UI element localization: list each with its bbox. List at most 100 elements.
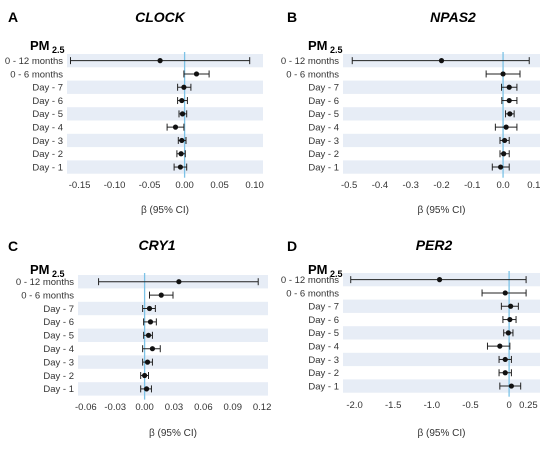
point-estimate	[143, 386, 150, 392]
point-estimate	[502, 290, 508, 296]
row-label: 0 - 12 months	[281, 275, 339, 286]
row-label: Day - 7	[32, 83, 63, 94]
x-tick-label: -0.4	[372, 180, 388, 191]
x-tick-label: -0.15	[69, 180, 91, 191]
point-estimate	[146, 305, 153, 312]
row-label: Day - 1	[308, 381, 339, 392]
row-band	[343, 160, 540, 174]
row-label: Day - 4	[43, 344, 74, 355]
pm25-label: PM	[308, 262, 328, 277]
row-label: Day - 1	[308, 162, 339, 173]
point-estimate	[507, 111, 513, 117]
row-label: 0 - 6 months	[286, 69, 339, 80]
row-label: Day - 6	[43, 317, 74, 328]
x-tick-label: 0.09	[223, 402, 242, 413]
pm25-label: PM	[30, 262, 50, 277]
row-label: Day - 5	[308, 328, 339, 339]
point-estimate	[145, 332, 152, 338]
point-estimate	[507, 316, 513, 323]
x-tick-label: 0	[506, 400, 511, 411]
x-tick-label: -1.0	[424, 400, 440, 411]
x-axis-label: β (95% CI)	[141, 205, 189, 216]
point-estimate	[497, 343, 503, 349]
point-estimate	[508, 383, 515, 389]
row-label: 0 - 6 months	[21, 290, 74, 301]
x-tick-label: -1.5	[385, 400, 401, 411]
panel-title: CRY1	[138, 237, 175, 253]
row-band	[78, 301, 268, 316]
x-tick-label: -0.03	[104, 402, 126, 413]
row-label: Day - 2	[32, 149, 63, 160]
row-label: Day - 5	[32, 109, 63, 120]
row-label: Day - 3	[43, 357, 74, 368]
x-tick-label: -2.0	[346, 400, 362, 411]
point-estimate	[172, 124, 179, 130]
row-band	[67, 160, 263, 174]
row-label: Day - 1	[43, 384, 74, 395]
x-tick-label: 0.25	[519, 400, 538, 411]
x-axis-label: β (95% CI)	[418, 428, 466, 439]
row-label: Day - 5	[43, 331, 74, 342]
row-label: 0 - 6 months	[10, 69, 63, 80]
row-label: 0 - 12 months	[16, 277, 74, 288]
x-tick-label: 0.1	[527, 180, 540, 191]
row-band	[343, 133, 540, 148]
point-estimate	[506, 84, 512, 90]
x-tick-label: 0.12	[253, 402, 272, 413]
pm25-subscript: 2.5	[52, 269, 65, 279]
x-axis-label: β (95% CI)	[149, 428, 197, 439]
row-band	[67, 133, 263, 148]
row-label: Day - 2	[308, 149, 339, 160]
pm25-label: PM	[308, 38, 328, 53]
x-tick-label: -0.10	[104, 180, 126, 191]
x-tick-label: -0.5	[462, 400, 478, 411]
x-tick-label: 0.03	[165, 402, 184, 413]
point-estimate	[147, 319, 154, 325]
point-estimate	[144, 359, 151, 365]
row-band	[343, 326, 540, 340]
point-estimate	[503, 124, 509, 130]
panel-title: CLOCK	[135, 9, 186, 25]
row-band	[78, 355, 268, 369]
point-estimate	[176, 279, 182, 285]
row-band	[343, 352, 540, 367]
pm25-label: PM	[30, 38, 50, 53]
row-label: Day - 3	[32, 136, 63, 147]
panel-b: B NPAS2 PM 2.50 - 12 months 0 - 6 months Day …	[281, 9, 541, 216]
row-band	[67, 80, 263, 94]
row-label: Day - 5	[308, 109, 339, 120]
row-label: 0 - 6 months	[286, 288, 339, 299]
point-estimate	[179, 137, 185, 144]
point-estimate	[141, 372, 148, 379]
row-label: Day - 4	[32, 122, 63, 133]
row-label: Day - 2	[308, 368, 339, 379]
row-label: Day - 6	[308, 96, 339, 107]
row-band	[343, 107, 540, 121]
row-label: Day - 6	[32, 96, 63, 107]
row-label: Day - 4	[308, 341, 339, 352]
panel-letter: D	[287, 238, 297, 254]
row-label: Day - 3	[308, 355, 339, 366]
pm25-subscript: 2.5	[52, 45, 65, 55]
panel-letter: C	[8, 238, 18, 254]
row-label: Day - 2	[43, 371, 74, 382]
point-estimate	[438, 58, 445, 64]
point-estimate	[149, 346, 156, 352]
row-label: 0 - 12 months	[281, 56, 339, 67]
panel-c: C CRY1 PM 2.50 - 12 months 0 - 6 months Day -…	[8, 237, 271, 439]
row-label: Day - 6	[308, 315, 339, 326]
x-tick-label: -0.2	[433, 180, 449, 191]
row-band	[67, 107, 263, 121]
point-estimate	[501, 151, 507, 157]
row-band	[343, 299, 540, 313]
row-label: Day - 7	[43, 304, 74, 315]
x-tick-label: -0.5	[341, 180, 357, 191]
panel-title: PER2	[416, 237, 453, 253]
row-label: Day - 4	[308, 122, 339, 133]
panel-d: D PER2 PM 2.50 - 12 months 0 - 6 months Day -…	[281, 237, 540, 439]
point-estimate	[502, 137, 508, 144]
x-tick-label: 0.0	[496, 180, 509, 191]
row-band	[343, 379, 540, 393]
row-label: Day - 7	[308, 83, 339, 94]
panel-letter: A	[8, 9, 18, 25]
